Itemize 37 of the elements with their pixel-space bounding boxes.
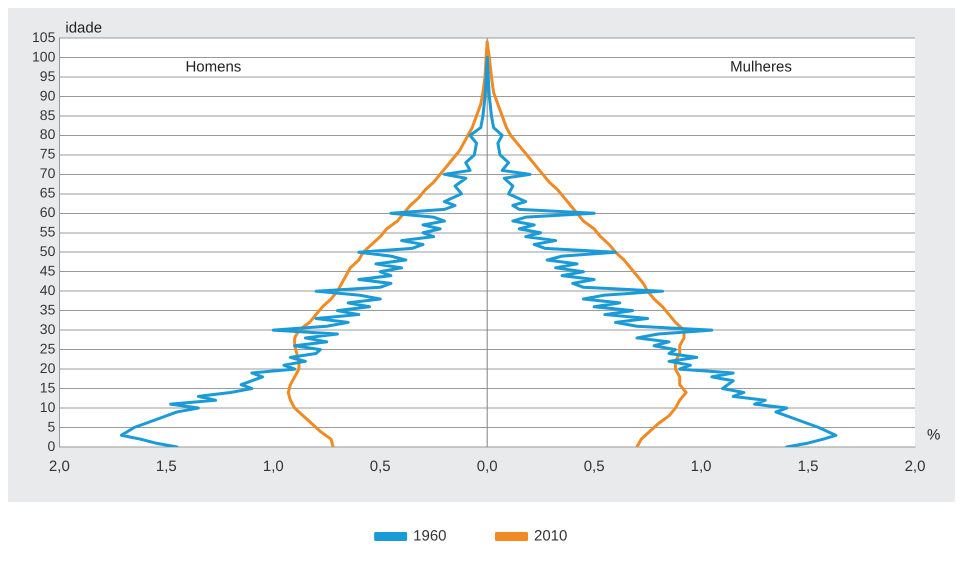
y-tick-label: 35 <box>40 302 56 318</box>
y-tick-label: 20 <box>40 360 56 376</box>
y-tick-label: 50 <box>40 243 56 260</box>
y-tick-label: 100 <box>32 48 56 64</box>
x-tick-label: 0,0 <box>476 458 498 476</box>
legend-label: 2010 <box>534 528 568 545</box>
x-tick-label: 2,0 <box>48 458 70 476</box>
y-tick-label: 85 <box>40 106 56 123</box>
y-tick-label: 30 <box>40 321 56 337</box>
x-tick-label: 1,5 <box>798 458 818 476</box>
x-tick-label: 0,5 <box>370 458 391 476</box>
y-tick-label: 70 <box>40 165 56 182</box>
legend-label: 1960 <box>413 528 447 545</box>
y-tick-label: 15 <box>40 379 56 396</box>
x-tick-label: 0,5 <box>584 458 605 476</box>
y-tick-label: 90 <box>40 87 56 104</box>
y-tick-label: 10 <box>40 398 56 415</box>
y-tick-label: 95 <box>40 68 56 84</box>
y-tick-label: 75 <box>40 146 56 162</box>
x-tick-label: 1,5 <box>156 458 177 476</box>
annotation: Homens <box>185 58 242 76</box>
x-tick-label: 1,0 <box>690 458 712 476</box>
annotation: Mulheres <box>730 58 792 76</box>
y-tick-label: 5 <box>48 418 56 434</box>
y-tick-label: 45 <box>40 262 56 279</box>
x-axis-title: % <box>927 426 940 444</box>
y-tick-label: 55 <box>40 224 56 240</box>
y-tick-label: 0 <box>48 438 56 454</box>
x-tick-label: 2,0 <box>904 458 926 476</box>
y-tick-label: 25 <box>40 340 56 356</box>
y-tick-label: 40 <box>40 282 56 298</box>
y-axis-title: idade <box>65 20 102 37</box>
y-tick-label: 65 <box>40 184 56 201</box>
x-tick-label: 1,0 <box>262 458 284 476</box>
y-tick-label: 80 <box>40 126 56 142</box>
y-tick-label: 60 <box>40 204 56 220</box>
y-tick-label: 105 <box>32 28 56 45</box>
